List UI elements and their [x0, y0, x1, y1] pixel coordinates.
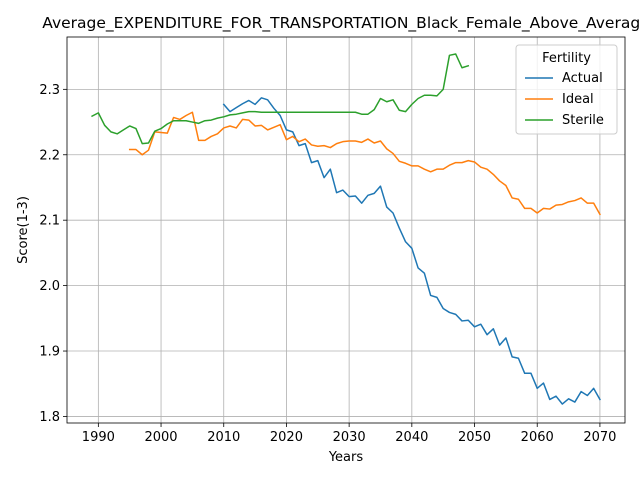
- legend-box: [515, 44, 618, 135]
- series-lines: [91, 53, 601, 405]
- y-tick-label: 2.0: [39, 279, 60, 294]
- y-tick-label: 1.9: [39, 345, 60, 360]
- x-tick-label: 2000: [144, 430, 177, 445]
- legend-label-actual: Actual: [562, 71, 603, 86]
- x-tick-label: 1990: [82, 430, 115, 445]
- series-line-ideal: [128, 111, 601, 216]
- y-axis-label: Score(1-3): [16, 196, 31, 264]
- x-tick-label: 2010: [207, 430, 240, 445]
- axis-ticks: 1990 2000 2010 2020 2030 2040 2050 2060 2070 1.8 1…: [39, 83, 616, 445]
- y-tick-label: 2.1: [39, 214, 60, 229]
- legend-label-sterile: Sterile: [562, 113, 604, 128]
- plot-frame: [66, 36, 626, 424]
- y-tick-label: 2.2: [39, 148, 60, 163]
- legend-items: Actual Ideal Sterile: [525, 71, 604, 128]
- x-tick-label: 2070: [583, 430, 616, 445]
- x-tick-label: 2040: [395, 430, 428, 445]
- legend-label-ideal: Ideal: [562, 92, 594, 107]
- legend: Fertility Actual Ideal Sterile: [515, 44, 618, 135]
- legend-title: Fertility: [542, 51, 591, 66]
- x-tick-label: 2060: [521, 430, 554, 445]
- x-tick-label: 2020: [270, 430, 303, 445]
- x-tick-label: 2050: [458, 430, 491, 445]
- y-tick-label: 2.3: [39, 83, 60, 98]
- x-tick-label: 2030: [333, 430, 366, 445]
- chart-title: Average_EXPENDITURE_FOR_TRANSPORTATION_B…: [42, 14, 640, 33]
- y-tick-label: 1.8: [39, 410, 60, 425]
- series-line-sterile: [91, 53, 470, 145]
- series-line-actual: [222, 97, 601, 405]
- x-axis-label: Years: [328, 450, 364, 465]
